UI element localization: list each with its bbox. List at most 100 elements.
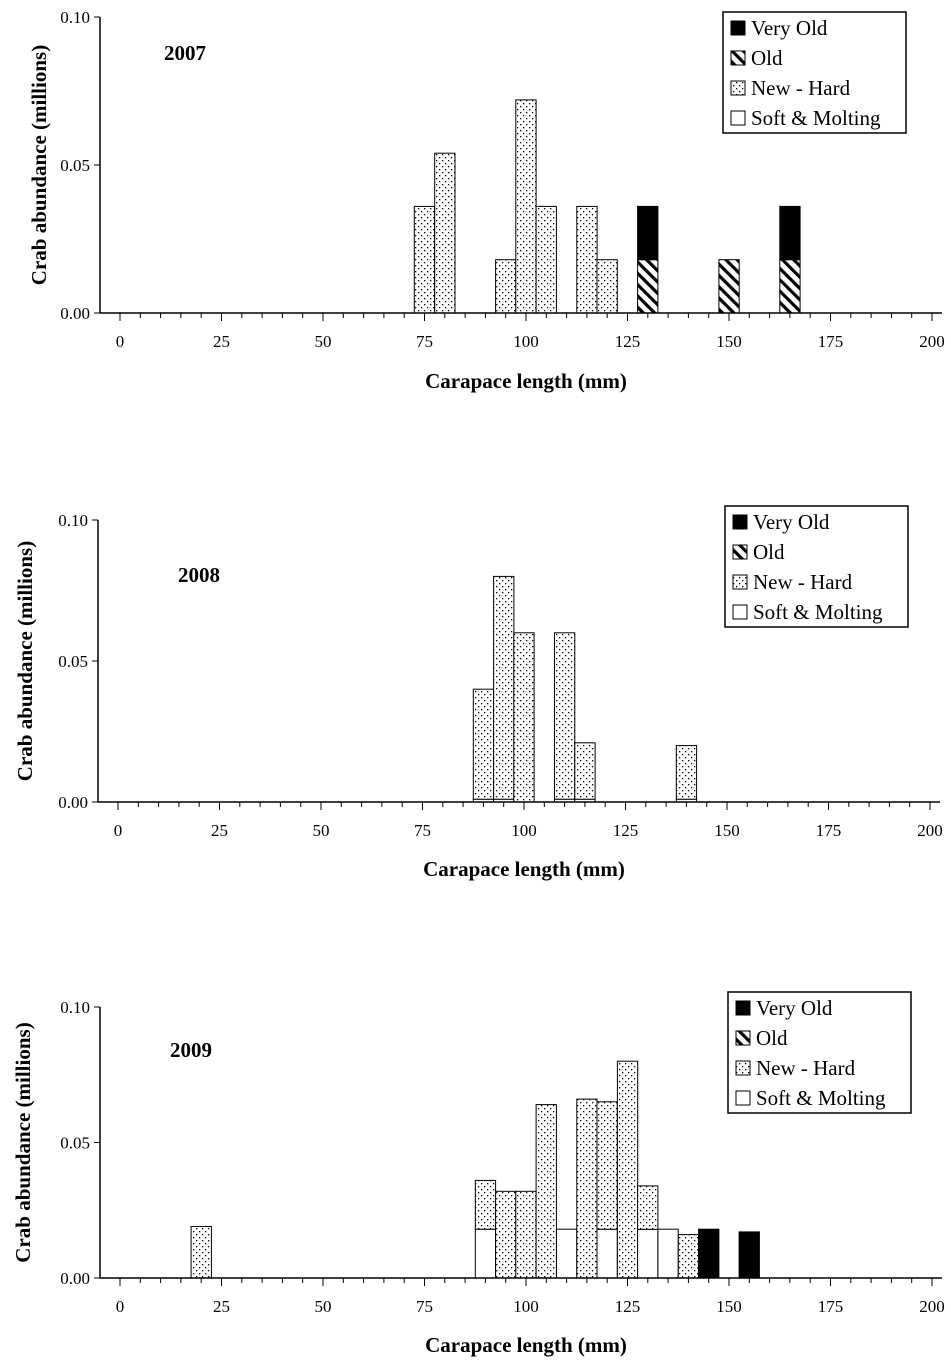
- x-tick-label: 0: [116, 332, 125, 351]
- bar-segment: [576, 1098, 598, 1279]
- y-tick-label: 0.10: [60, 8, 90, 27]
- year-label: 2007: [164, 41, 206, 65]
- bar-segment: [474, 1228, 497, 1279]
- legend-label: New - Hard: [753, 570, 853, 594]
- x-tick-label: 25: [211, 821, 228, 840]
- legend-label: Old: [753, 540, 785, 564]
- y-tick-label: 0.05: [58, 652, 88, 671]
- x-tick-label: 150: [714, 821, 740, 840]
- chart-panel-2009: 0 25 50 75 100 125 150 175 200 0.00 0.05 0.10 2009 Ca…: [11, 991, 945, 1357]
- bar-segment: [556, 1228, 578, 1279]
- legend-swatch: [730, 110, 746, 126]
- x-tick-label: 25: [213, 1297, 230, 1316]
- legend-box: [727, 991, 912, 1114]
- x-tick-label: 75: [414, 821, 431, 840]
- legend-swatch: [735, 1090, 751, 1106]
- bar-segment: [515, 1190, 537, 1279]
- legend-swatch: [735, 1060, 751, 1076]
- bar-segment: [596, 1101, 618, 1230]
- bar-segment: [698, 1228, 720, 1279]
- bar-segment: [190, 1226, 212, 1279]
- legend-label: Soft & Molting: [751, 106, 881, 130]
- bar-segment: [675, 745, 698, 800]
- bar-segment: [495, 1190, 517, 1279]
- bar-segment: [637, 1185, 659, 1230]
- x-tick-label: 0: [116, 1297, 125, 1316]
- x-tick-label: 200: [919, 1297, 945, 1316]
- y-tick-label: 0.05: [60, 156, 90, 175]
- legend-label: New - Hard: [751, 76, 851, 100]
- bar-segment: [576, 205, 598, 314]
- legend-box: [722, 11, 907, 134]
- chart-panel-2008: 0 25 50 75 100 125 150 175 200 0.00 0.05 0.10 2008 Ca…: [13, 505, 943, 881]
- bar-segment: [535, 1104, 557, 1279]
- legend-label: Old: [756, 1026, 788, 1050]
- legend-box: [724, 505, 909, 628]
- y-tick-label: 0.10: [58, 511, 88, 530]
- legend-swatch: [732, 574, 748, 590]
- bar-segment: [596, 1228, 618, 1279]
- y-axis-title: Crab abundance (millions): [11, 1022, 35, 1262]
- legend-label: Old: [751, 46, 783, 70]
- bar-segment: [616, 1060, 639, 1279]
- x-tick-label: 100: [513, 332, 539, 351]
- bar-segment: [637, 259, 659, 314]
- legend-label: Very Old: [753, 510, 830, 534]
- x-tick-label: 175: [818, 332, 844, 351]
- x-tick-label: 200: [917, 821, 943, 840]
- y-tick-label: 0.00: [58, 793, 88, 812]
- x-tick-label: 25: [213, 332, 230, 351]
- bar-segment: [718, 259, 740, 314]
- x-tick-label: 0: [114, 821, 123, 840]
- x-tick-label: 175: [816, 821, 842, 840]
- legend-label: Very Old: [751, 16, 828, 40]
- legend-swatch: [730, 80, 746, 96]
- legend-swatch: [735, 1000, 751, 1016]
- bar-segment: [495, 259, 517, 314]
- x-tick-label: 75: [416, 1297, 433, 1316]
- x-tick-label: 50: [315, 332, 332, 351]
- x-tick-label: 100: [511, 821, 537, 840]
- bar-segment: [434, 152, 456, 314]
- bar-segment: [738, 1231, 760, 1279]
- x-tick-label: 175: [818, 1297, 844, 1316]
- legend-swatch: [732, 604, 748, 620]
- legend-swatch: [730, 50, 746, 66]
- x-tick-label: 150: [716, 332, 742, 351]
- x-axis-title: Carapace length (mm): [423, 857, 625, 881]
- bar-segment: [637, 205, 659, 261]
- bar-segment: [472, 688, 495, 800]
- legend: Very Old Old New - Hard Soft & Molting: [727, 991, 912, 1114]
- year-label: 2009: [170, 1038, 212, 1062]
- legend: Very Old Old New - Hard Soft & Molting: [722, 11, 907, 134]
- bar-segment: [657, 1228, 679, 1279]
- y-tick-label: 0.00: [60, 304, 90, 323]
- y-tick-label: 0.10: [60, 998, 90, 1017]
- bar-segment: [535, 205, 557, 314]
- legend-swatch: [732, 544, 748, 560]
- bar-segment: [779, 259, 801, 314]
- chart-panel-2007: 0 25 50 75 100 125 150 175 200 0.00 0.05 0.10 2007 Ca…: [27, 8, 945, 393]
- y-tick-label: 0.05: [60, 1134, 90, 1153]
- x-tick-label: 75: [416, 332, 433, 351]
- legend-swatch: [732, 514, 748, 530]
- x-tick-label: 50: [315, 1297, 332, 1316]
- bar-segment: [779, 205, 801, 261]
- bar-segment: [677, 1234, 700, 1279]
- x-tick-label: 50: [313, 821, 330, 840]
- x-axis-title: Carapace length (mm): [425, 1333, 627, 1357]
- x-tick-label: 100: [513, 1297, 539, 1316]
- legend-label: New - Hard: [756, 1056, 856, 1080]
- y-axis-title: Crab abundance (millions): [13, 541, 37, 781]
- y-axis-title: Crab abundance (millions): [27, 45, 51, 285]
- legend: Very Old Old New - Hard Soft & Molting: [724, 505, 909, 628]
- legend-swatch: [730, 20, 746, 36]
- legend-label: Very Old: [756, 996, 833, 1020]
- bar-segment: [413, 205, 436, 314]
- bar-segment: [574, 742, 596, 800]
- legend-swatch: [735, 1030, 751, 1046]
- x-tick-label: 125: [615, 332, 641, 351]
- bar-segment: [637, 1228, 659, 1279]
- bar-segment: [513, 632, 535, 803]
